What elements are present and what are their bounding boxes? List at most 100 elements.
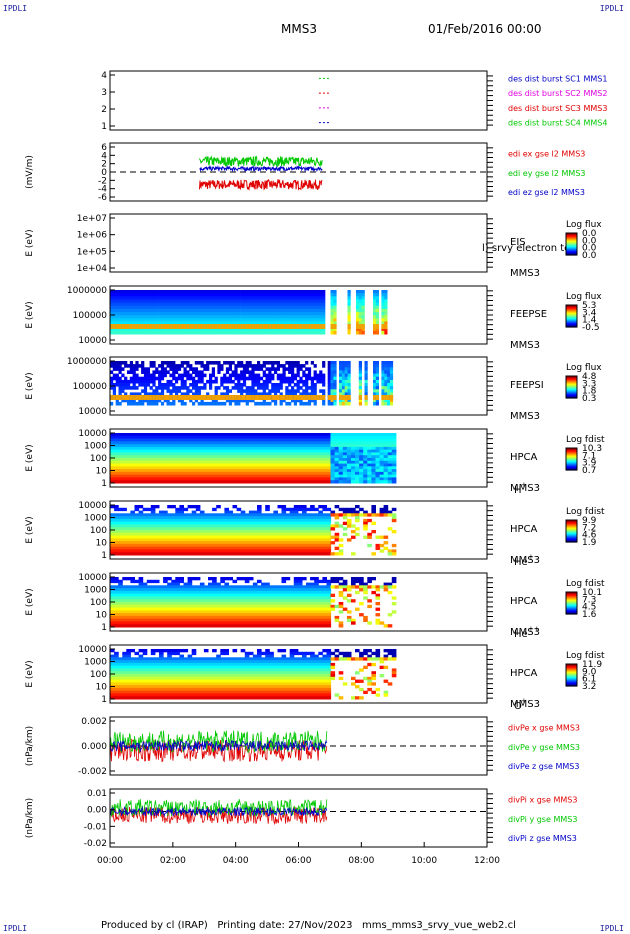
- spectrogram-cell: [158, 364, 162, 368]
- spectrogram-cell: [138, 379, 142, 384]
- spectrogram-cell: [228, 364, 232, 368]
- spectrogram-cell: [134, 449, 140, 453]
- spectrogram-cell: [274, 361, 278, 365]
- spectrogram-cell: [296, 395, 300, 400]
- spectrogram-cell: [129, 321, 133, 325]
- spectrogram-cell: [236, 477, 242, 481]
- spectrogram-cell: [122, 599, 127, 603]
- spectrogram-cell: [172, 398, 176, 403]
- spectrogram-cell: [171, 446, 176, 451]
- spectrogram-cell: [387, 370, 391, 374]
- spectrogram-cell: [330, 386, 334, 390]
- spectrogram-cell: [110, 505, 115, 509]
- spectrogram-cell: [212, 480, 217, 484]
- spectrogram-cell: [281, 474, 287, 478]
- spectrogram-cell: [199, 449, 205, 453]
- spectrogram-cell: [269, 518, 274, 523]
- spectrogram-cell: [224, 446, 229, 451]
- spectrogram-cell: [248, 477, 254, 481]
- spectrogram-cell: [220, 471, 225, 476]
- colorbar-tick-label: 1.4: [582, 316, 597, 326]
- spectrogram-cell: [381, 312, 385, 316]
- spectrogram-cell: [261, 433, 266, 437]
- spectrogram-cell: [169, 296, 173, 300]
- spectrogram-cell: [135, 395, 139, 400]
- spectrogram-cell: [211, 302, 215, 307]
- spectrogram-cell: [160, 312, 165, 316]
- spectrogram-cell: [216, 530, 221, 534]
- spectrogram-cell: [146, 395, 150, 400]
- spectrogram-cell: [236, 549, 242, 553]
- spectrogram-cell: [232, 477, 238, 481]
- spectrogram-cell: [203, 543, 209, 548]
- spectrogram-cell: [265, 361, 269, 365]
- colorbar-cell: [566, 388, 577, 390]
- spectrogram-cell: [244, 438, 250, 442]
- spectrogram-cell: [330, 463, 336, 467]
- spectrogram-cell: [319, 379, 323, 384]
- spectrogram-cell: [297, 458, 303, 462]
- spectrogram-cell: [276, 330, 280, 335]
- spectrogram-cell: [132, 395, 136, 400]
- spectrogram-cell: [293, 458, 299, 462]
- spectrogram-cell: [242, 312, 247, 316]
- spectrogram-cell: [118, 392, 122, 396]
- spectrogram-cell: [171, 546, 176, 550]
- spectrogram-cell: [296, 293, 300, 297]
- spectrogram-cell: [175, 543, 180, 548]
- spectrogram-cell: [269, 541, 274, 545]
- spectrogram-cell: [384, 318, 388, 322]
- spectrogram-cell: [167, 518, 172, 523]
- spectrogram-cell: [197, 312, 201, 316]
- spectrogram-cell: [389, 386, 394, 390]
- spectrogram-cell: [387, 446, 393, 451]
- spectrogram-cell: [330, 302, 334, 307]
- spectrogram-cell: [387, 433, 393, 437]
- spectrogram-cell: [110, 379, 114, 384]
- spectrogram-cell: [189, 364, 193, 368]
- spectrogram-cell: [169, 392, 173, 396]
- spectrogram-cell: [224, 433, 229, 437]
- spectrogram-cell: [150, 524, 156, 528]
- spectrogram-cell: [159, 541, 164, 545]
- spectrogram-cell: [154, 477, 160, 481]
- spectrogram-cell: [158, 299, 162, 303]
- spectrogram-cell: [192, 386, 196, 390]
- spectrogram-cell: [310, 455, 315, 459]
- spectrogram-cell: [281, 518, 287, 523]
- spectrogram-cell: [259, 315, 264, 319]
- spectrogram-cell: [281, 546, 287, 550]
- spectrogram-cell: [251, 386, 255, 390]
- spectrogram-cell: [224, 552, 229, 556]
- spectrogram-cell: [322, 474, 327, 478]
- spectrogram-cell: [257, 441, 262, 445]
- spectrogram-cell: [271, 308, 275, 313]
- colorbar-cell: [566, 315, 577, 317]
- spectrogram-cell: [387, 379, 391, 384]
- spectrogram-cell: [273, 480, 278, 484]
- spectrogram-cell: [187, 452, 193, 456]
- spectrogram-cell: [192, 308, 196, 313]
- spectrogram-cell: [379, 477, 385, 481]
- spectrogram-cell: [379, 435, 385, 440]
- spectrogram-cell: [232, 438, 238, 442]
- colorbar-cell: [566, 244, 577, 246]
- spectrogram-cell: [257, 516, 262, 520]
- spectrogram-cell: [216, 543, 221, 548]
- spectrogram-cell: [203, 299, 207, 303]
- spectrogram-cell: [150, 543, 156, 548]
- spectrogram-cell: [142, 446, 148, 451]
- colorbar-tick-label: -0.5: [582, 323, 600, 333]
- spectrogram-cell: [274, 315, 278, 319]
- spectrogram-cell: [375, 543, 381, 548]
- spectrogram-cell: [155, 330, 159, 335]
- spectrogram-cell: [134, 455, 140, 459]
- spectrogram-cell: [192, 305, 196, 310]
- spectrogram-cell: [244, 441, 250, 445]
- spectrogram-cell: [187, 444, 193, 448]
- spectrogram-cell: [134, 549, 140, 553]
- spectrogram-cell: [310, 480, 315, 484]
- spectrogram-cell: [138, 527, 144, 531]
- spectrogram-cell: [236, 516, 242, 520]
